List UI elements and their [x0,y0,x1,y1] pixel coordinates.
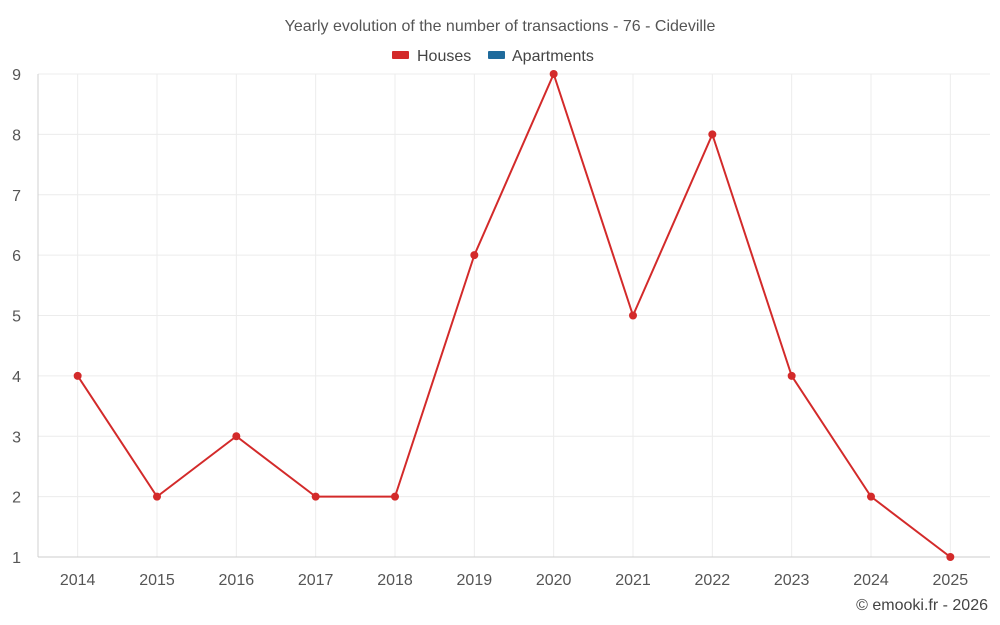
data-point-houses-2014[interactable] [73,371,82,380]
legend-swatch-houses [392,51,409,59]
data-point-houses-2019[interactable] [470,251,479,260]
data-point-houses-2018[interactable] [391,492,399,501]
y-tick-label: 5 [12,309,21,326]
data-point-houses-2025[interactable] [946,553,955,561]
data-point-houses-2022[interactable] [708,130,717,139]
x-tick-label: 2021 [615,572,651,589]
grid [38,73,990,557]
x-tick-label: 2022 [695,572,731,589]
data-point-houses-2016[interactable] [232,432,241,441]
legend-item-apartments[interactable]: Apartments [488,48,594,65]
x-tick-label: 2015 [139,572,175,589]
legend-item-houses[interactable]: Houses [392,48,471,65]
chart-title: Yearly evolution of the number of transa… [285,18,716,35]
legend: Houses Apartments [392,48,594,65]
x-tick-label: 2016 [219,572,255,589]
x-tick-label: 2014 [60,572,96,589]
data-point-houses-2021[interactable] [629,311,637,320]
y-tick-label: 8 [12,127,21,144]
credit-text: © emooki.fr - 2026 [856,597,988,614]
y-axis-ticks: 1 2 3 4 5 6 7 8 9 [12,67,21,567]
y-tick-label: 6 [12,248,21,265]
x-tick-label: 2017 [298,572,334,589]
x-tick-label: 2025 [933,572,969,589]
x-tick-label: 2023 [774,572,810,589]
data-point-houses-2024[interactable] [867,492,875,501]
y-tick-label: 4 [12,369,21,386]
y-tick-label: 3 [12,429,21,446]
y-tick-label: 2 [12,490,21,507]
series-lines [76,73,951,558]
y-tick-label: 7 [12,188,21,205]
data-point-houses-2023[interactable] [787,371,796,380]
x-axis-ticks: 2014 2015 2016 2017 2018 2019 2020 2021 2022 2023… [60,572,968,589]
axes [37,74,990,558]
data-point-houses-2017[interactable] [311,492,320,501]
y-tick-label: 9 [12,67,21,84]
legend-label-apartments: Apartments [512,48,594,65]
data-point-houses-2015[interactable] [153,492,161,501]
series-points [73,70,955,561]
x-tick-label: 2024 [853,572,889,589]
legend-label-houses: Houses [417,48,471,65]
series-line-houses [76,73,951,558]
legend-swatch-apartments [488,51,505,59]
y-tick-label: 1 [12,550,21,567]
x-tick-label: 2019 [457,572,493,589]
data-point-houses-2020[interactable] [549,70,558,78]
x-tick-label: 2020 [536,572,572,589]
x-tick-label: 2018 [377,572,413,589]
